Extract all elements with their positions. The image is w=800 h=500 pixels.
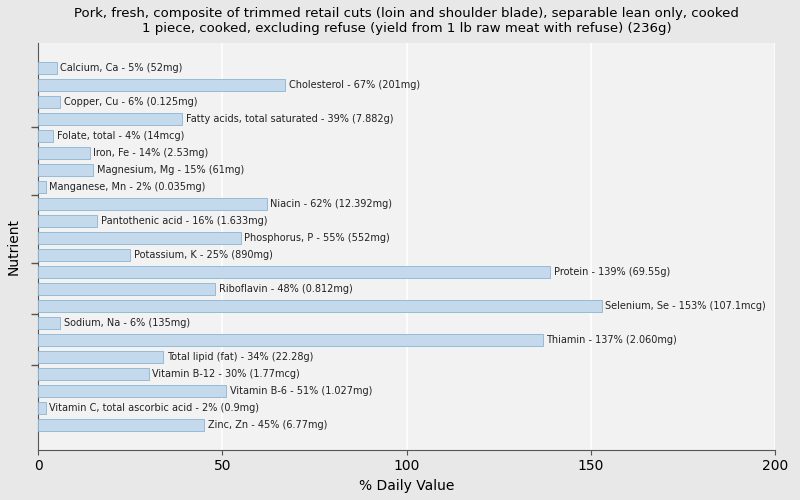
Text: Thiamin - 137% (2.060mg): Thiamin - 137% (2.060mg) — [546, 335, 678, 345]
Text: Copper, Cu - 6% (0.125mg): Copper, Cu - 6% (0.125mg) — [64, 97, 198, 107]
Text: Protein - 139% (69.55g): Protein - 139% (69.55g) — [554, 267, 670, 277]
Bar — [38, 350, 163, 364]
Text: Manganese, Mn - 2% (0.035mg): Manganese, Mn - 2% (0.035mg) — [50, 182, 206, 192]
Bar — [38, 282, 215, 296]
Bar — [38, 384, 226, 398]
Text: Sodium, Na - 6% (135mg): Sodium, Na - 6% (135mg) — [64, 318, 190, 328]
Bar — [38, 266, 550, 278]
Bar — [38, 146, 90, 160]
Bar — [38, 334, 543, 346]
Bar — [38, 316, 60, 330]
Y-axis label: Nutrient: Nutrient — [7, 218, 21, 275]
Text: Total lipid (fat) - 34% (22.28g): Total lipid (fat) - 34% (22.28g) — [167, 352, 314, 362]
Text: Iron, Fe - 14% (2.53mg): Iron, Fe - 14% (2.53mg) — [94, 148, 209, 158]
Bar — [38, 112, 182, 126]
Text: Zinc, Zn - 45% (6.77mg): Zinc, Zn - 45% (6.77mg) — [208, 420, 327, 430]
Bar — [38, 248, 130, 262]
Text: Vitamin B-12 - 30% (1.77mcg): Vitamin B-12 - 30% (1.77mcg) — [152, 369, 300, 379]
Bar — [38, 96, 60, 108]
Title: Pork, fresh, composite of trimmed retail cuts (loin and shoulder blade), separab: Pork, fresh, composite of trimmed retail… — [74, 7, 739, 35]
Text: Vitamin C, total ascorbic acid - 2% (0.9mg): Vitamin C, total ascorbic acid - 2% (0.9… — [50, 403, 259, 413]
Text: Selenium, Se - 153% (107.1mcg): Selenium, Se - 153% (107.1mcg) — [606, 301, 766, 311]
Bar — [38, 214, 97, 228]
Text: Niacin - 62% (12.392mg): Niacin - 62% (12.392mg) — [270, 199, 392, 209]
Text: Vitamin B-6 - 51% (1.027mg): Vitamin B-6 - 51% (1.027mg) — [230, 386, 372, 396]
Text: Magnesium, Mg - 15% (61mg): Magnesium, Mg - 15% (61mg) — [97, 165, 244, 175]
Text: Folate, total - 4% (14mcg): Folate, total - 4% (14mcg) — [57, 131, 184, 141]
Text: Potassium, K - 25% (890mg): Potassium, K - 25% (890mg) — [134, 250, 273, 260]
Bar — [38, 402, 46, 414]
Bar — [38, 418, 204, 432]
Bar — [38, 164, 94, 176]
Bar — [38, 78, 285, 92]
X-axis label: % Daily Value: % Daily Value — [359, 479, 454, 493]
Bar — [38, 300, 602, 312]
Bar — [38, 130, 53, 142]
Text: Riboflavin - 48% (0.812mg): Riboflavin - 48% (0.812mg) — [218, 284, 353, 294]
Bar — [38, 368, 149, 380]
Text: Fatty acids, total saturated - 39% (7.882g): Fatty acids, total saturated - 39% (7.88… — [186, 114, 393, 124]
Bar — [38, 180, 46, 194]
Text: Cholesterol - 67% (201mg): Cholesterol - 67% (201mg) — [289, 80, 420, 90]
Bar — [38, 198, 266, 210]
Text: Pantothenic acid - 16% (1.633mg): Pantothenic acid - 16% (1.633mg) — [101, 216, 267, 226]
Bar — [38, 232, 241, 244]
Bar — [38, 62, 57, 74]
Text: Calcium, Ca - 5% (52mg): Calcium, Ca - 5% (52mg) — [60, 63, 182, 73]
Text: Phosphorus, P - 55% (552mg): Phosphorus, P - 55% (552mg) — [245, 233, 390, 243]
